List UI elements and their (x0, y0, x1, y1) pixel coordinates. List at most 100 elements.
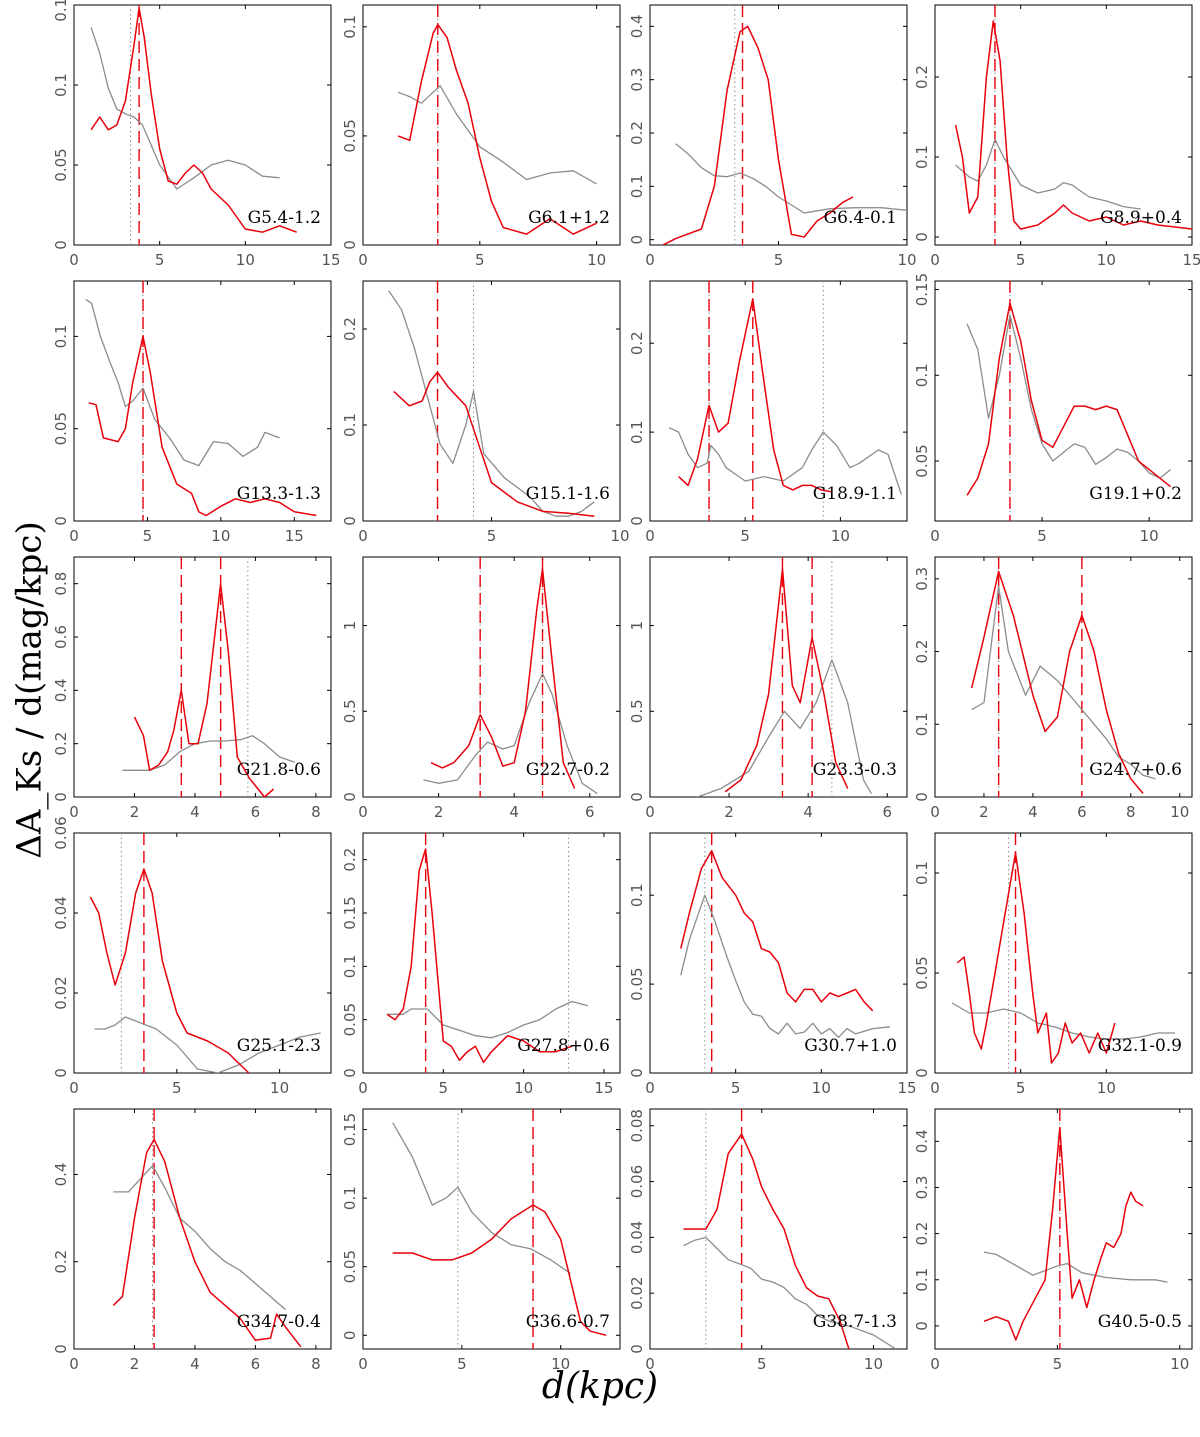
gray-series-line (966, 314, 1172, 479)
x-tick-label: 6 (251, 803, 261, 821)
y-tick-label: 0.05 (52, 412, 70, 445)
panel-title: G27.8+0.6 (517, 1036, 610, 1056)
red-series-line (954, 20, 1192, 230)
panel-G21.8-0.6: 0 2 4 6 8 0 0.2 0.4 0.6 0.8 G21.8-0.6 (52, 556, 332, 821)
x-tick-label: 2 (724, 803, 734, 821)
red-series-line (966, 302, 1172, 496)
y-tick-label: 0 (52, 516, 70, 526)
panel-G22.7-0.2: 0 2 4 6 0 0.5 1 G22.7-0.2 (341, 556, 621, 821)
panel-G23.3-0.3: 0 2 4 6 0 0.5 1 G23.3-0.3 (628, 556, 908, 821)
x-tick-label: 5 (155, 251, 165, 269)
x-tick-label: 10 (514, 1079, 533, 1097)
y-tick-label: 0.1 (913, 145, 931, 169)
panel-title: G34.7-0.4 (237, 1312, 321, 1332)
y-tick-label: 0 (341, 516, 359, 526)
y-tick-label: 0 (628, 516, 646, 526)
red-series-line (970, 570, 1144, 794)
panel-frame (934, 1108, 1193, 1350)
gray-series-line (94, 1016, 321, 1073)
x-tick-label: 0 (69, 1355, 79, 1373)
x-tick-label: 15 (897, 1079, 916, 1097)
red-series-line (392, 1204, 607, 1337)
y-tick-label: 0 (628, 1068, 646, 1078)
gray-series-line (680, 894, 890, 1039)
y-tick-label: 0 (341, 792, 359, 802)
y-tick-label: 0.1 (341, 954, 359, 978)
y-tick-label: 0.4 (913, 1129, 931, 1153)
panel-G25.1-2.3: 0 5 10 0 0.02 0.04 0.06 G25.1-2.3 (52, 816, 332, 1097)
red-series-line (683, 1133, 850, 1349)
x-tick-label: 2 (130, 803, 140, 821)
y-tick-label: 0 (628, 1344, 646, 1354)
panel-G27.8+0.6: 0 5 10 15 0 0.05 0.1 0.15 0.2 G27.8+0.6 (341, 832, 621, 1097)
y-tick-label: 0 (52, 1068, 70, 1078)
x-tick-label: 5 (757, 1355, 767, 1373)
panel-frame (934, 556, 1193, 798)
x-tick-label: 10 (211, 527, 230, 545)
panel-G18.9-1.1: 0 5 10 0 0.1 0.2 G18.9-1.1 (628, 280, 908, 545)
gray-series-line (955, 138, 1141, 210)
gray-series-line (388, 290, 595, 517)
gray-series-line (85, 298, 280, 467)
y-tick-label: 0.08 (628, 1109, 646, 1142)
y-tick-label: 0.06 (52, 816, 70, 849)
y-tick-label: 0 (913, 1068, 931, 1078)
x-tick-label: 15 (321, 251, 340, 269)
red-series-line (983, 1126, 1144, 1341)
gray-series-line (983, 1251, 1168, 1283)
x-tick-label: 5 (1037, 527, 1047, 545)
panel-G6.1+1.2: 0 5 10 0 0.05 0.1 G6.1+1.2 (341, 4, 621, 269)
x-tick-label: 8 (311, 803, 321, 821)
y-axis-label-text: ΔA_Ks / d(mag/kpc) (10, 521, 50, 859)
y-tick-label: 0 (341, 1068, 359, 1078)
x-tick-label: 0 (358, 527, 368, 545)
x-tick-label: 0 (358, 1355, 368, 1373)
y-tick-label: 0 (628, 792, 646, 802)
y-tick-label: 0.1 (913, 861, 931, 885)
panel-title: G38.7-1.3 (813, 1312, 897, 1332)
y-tick-label: 0.1 (52, 73, 70, 97)
x-tick-label: 15 (1182, 251, 1200, 269)
y-tick-label: 0.2 (913, 1222, 931, 1246)
x-tick-label: 8 (1126, 803, 1136, 821)
gray-series-line (668, 427, 902, 495)
panel-G38.7-1.3: 0 5 10 0 0.02 0.04 0.06 0.08 G38.7-1.3 (628, 1108, 908, 1373)
red-series-line (88, 335, 317, 517)
x-tick-label: 15 (594, 1079, 613, 1097)
x-tick-label: 0 (358, 803, 368, 821)
panel-frame (362, 832, 621, 1074)
y-tick-label: 0.1 (628, 174, 646, 198)
x-tick-label: 5 (1016, 1079, 1026, 1097)
x-tick-label: 10 (1140, 527, 1159, 545)
red-series-line (956, 852, 1116, 1064)
y-tick-label: 0.05 (52, 148, 70, 181)
y-tick-label: 0 (913, 232, 931, 242)
x-tick-label: 6 (1077, 803, 1087, 821)
y-tick-label: 0.15 (52, 0, 70, 22)
red-series-line (397, 23, 597, 235)
x-tick-label: 2 (434, 803, 444, 821)
panel-title: G6.4-0.1 (824, 208, 897, 228)
panel-G8.9+0.4: 0 5 10 15 0 0.1 0.2 G8.9+0.4 (913, 4, 1200, 269)
y-tick-label: 0.2 (341, 848, 359, 872)
panel-frame (73, 1108, 332, 1350)
panel-G13.3-1.3: 0 5 10 15 0 0.05 0.1 G13.3-1.3 (52, 280, 332, 545)
x-tick-label: 2 (979, 803, 989, 821)
red-series-line (724, 568, 849, 793)
x-tick-label: 0 (69, 527, 79, 545)
x-tick-label: 10 (812, 1079, 831, 1097)
panel-frame (73, 832, 332, 1074)
gray-series-line (675, 143, 907, 214)
y-tick-label: 0 (52, 792, 70, 802)
x-tick-label: 10 (831, 527, 850, 545)
y-tick-label: 0.3 (913, 1176, 931, 1200)
panel-G24.7+0.6: 0 2 4 6 8 10 0 0.1 0.2 0.3 G24.7+0.6 (913, 556, 1193, 821)
panel-frame (73, 556, 332, 798)
y-tick-label: 1 (341, 621, 359, 631)
x-tick-label: 0 (645, 1355, 655, 1373)
y-tick-label: 0.2 (52, 1250, 70, 1274)
panel-title: G36.6-0.7 (526, 1312, 610, 1332)
gray-series-line (392, 1122, 571, 1275)
red-series-line (662, 25, 854, 245)
y-tick-label: 0 (628, 235, 646, 245)
